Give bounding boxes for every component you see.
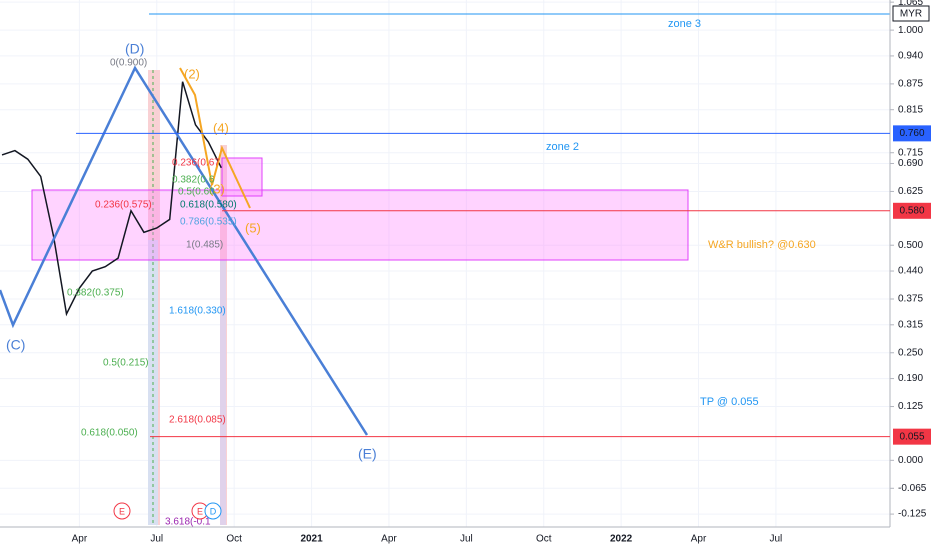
price-badge-label: 0.055: [899, 431, 924, 442]
y-tick-label: 0.375: [898, 294, 923, 305]
price-badge: [893, 428, 931, 445]
fib-label: 0(0.900): [110, 58, 147, 69]
wave-label: (E): [358, 446, 377, 462]
y-tick-label: 0.440: [898, 266, 923, 277]
price-line: [1, 81, 222, 317]
x-tick-label: Apr: [72, 534, 88, 545]
x-tick-label: 2021: [300, 534, 323, 545]
y-tick-label: 0.940: [898, 51, 923, 62]
y-tick-label: 1.000: [898, 25, 923, 36]
wave-line: [179, 67, 251, 209]
annotation: TP @ 0.055: [700, 396, 759, 408]
y-tick-label: 0.500: [898, 240, 923, 251]
fib-band: [220, 260, 226, 525]
currency: MYR: [900, 9, 922, 20]
x-tick-label: Apr: [381, 534, 397, 545]
y-tick-label: 1.065: [898, 0, 923, 8]
fib-label: 0.786(0.535): [180, 217, 237, 228]
y-tick-label: 0.815: [898, 104, 923, 115]
fib-label: 0.236(0.67: [172, 158, 220, 169]
fib-label: 0.618(0.580): [180, 200, 237, 211]
fib-label: 3.618(-0.1: [165, 517, 211, 528]
y-tick-label: 0.125: [898, 401, 923, 412]
price-badge: [893, 125, 931, 142]
x-tick-label: Jul: [770, 534, 783, 545]
y-tick-label: 0.190: [898, 373, 923, 384]
y-tick-label: 0.690: [898, 158, 923, 169]
x-tick-label: Apr: [691, 534, 707, 545]
fib-label: 0.5(0.60: [178, 187, 215, 198]
fib-label: 0.5(0.215): [103, 358, 149, 369]
event-label: E: [119, 506, 125, 516]
event-icon[interactable]: [113, 502, 131, 520]
y-tick-label: 0.715: [898, 147, 923, 158]
y-tick-label: 0.000: [898, 455, 923, 466]
price-badge-label: 0.760: [899, 128, 924, 139]
event-icon[interactable]: [204, 502, 222, 520]
fib-label: 0.618(0.050): [81, 428, 138, 439]
wave-label: (2): [184, 66, 200, 81]
x-tick-label: Jul: [460, 534, 473, 545]
fib-label: 1.618(0.330): [169, 306, 226, 317]
wave-label: (4): [213, 120, 229, 135]
y-tick-label: 0.250: [898, 347, 923, 358]
fib-label: 0.382(0.375): [67, 288, 124, 299]
x-tick-label: Oct: [536, 534, 552, 545]
event-label: D: [210, 506, 217, 516]
y-tick-label: -0.065: [898, 483, 927, 494]
fib-label: 1(0.485): [186, 240, 223, 251]
wave-label: (3): [209, 181, 225, 196]
x-tick-label: 2022: [610, 534, 633, 545]
wave-line: [0, 65, 369, 436]
event-label: E: [197, 506, 203, 516]
wave-label: (D): [125, 41, 144, 57]
y-tick-label: 0.315: [898, 319, 923, 330]
y-tick-label: 0.625: [898, 186, 923, 197]
wave-label: (5): [245, 220, 261, 235]
annotation: zone 3: [668, 18, 701, 30]
price-badge-label: 0.580: [899, 205, 924, 216]
y-tick-label: -0.125: [898, 509, 927, 520]
wave-label: (C): [6, 337, 25, 353]
price-badge: [893, 202, 931, 219]
zone-box: [31, 189, 689, 261]
fib-label: 0.236(0.575): [95, 200, 152, 211]
x-tick-label: Jul: [150, 534, 163, 545]
y-tick-label: 0.875: [898, 79, 923, 90]
fib-label: 0.382(0.6: [172, 175, 215, 186]
marks: [1, 81, 222, 317]
x-tick-label: Oct: [226, 534, 242, 545]
currency-badge: [892, 5, 930, 22]
annotation: zone 2: [546, 141, 579, 153]
fib-label: 2.618(0.085): [169, 415, 226, 426]
annotation: W&R bullish? @0.630: [708, 239, 816, 251]
